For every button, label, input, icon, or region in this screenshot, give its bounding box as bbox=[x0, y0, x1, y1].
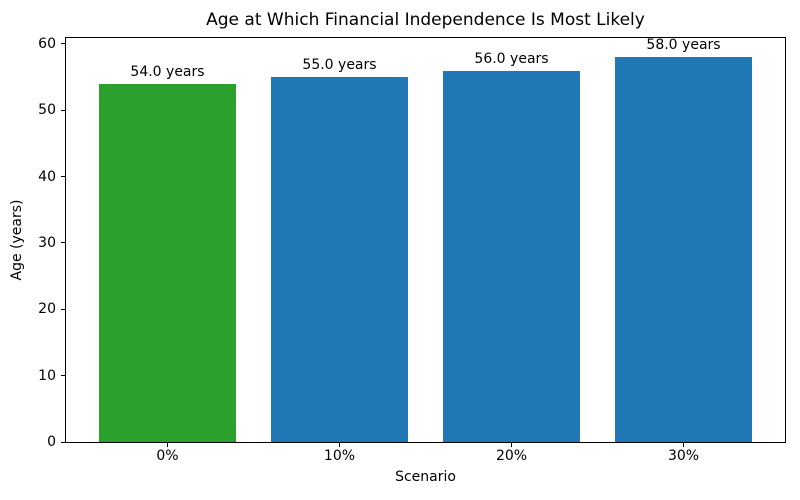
x-axis-tick bbox=[166, 443, 168, 447]
x-axis-tick bbox=[338, 443, 340, 447]
y-tick-label: 60 bbox=[38, 35, 56, 52]
x-axis-label: Scenario bbox=[395, 469, 456, 485]
y-tick-label: 20 bbox=[38, 301, 56, 318]
x-tick-label: 30% bbox=[667, 448, 700, 464]
y-axis-tick bbox=[61, 441, 65, 443]
x-tick-label: 0% bbox=[156, 448, 179, 464]
bar bbox=[98, 83, 237, 442]
x-axis-tick bbox=[683, 443, 684, 447]
y-tick-label: 50 bbox=[38, 102, 56, 119]
y-axis-tick bbox=[61, 375, 65, 377]
y-axis-tick bbox=[61, 109, 65, 111]
y-tick-label: 10 bbox=[38, 367, 56, 384]
y-axis-tick bbox=[61, 43, 65, 45]
bar bbox=[614, 57, 753, 442]
bar-value-label: 56.0 years bbox=[474, 50, 549, 67]
bar bbox=[442, 70, 581, 442]
x-tick-label: 10% bbox=[323, 448, 356, 464]
y-tick-label: 40 bbox=[38, 168, 56, 185]
bar-value-label: 54.0 years bbox=[130, 63, 205, 80]
x-tick-label: 20% bbox=[495, 448, 528, 464]
y-axis-tick bbox=[61, 308, 65, 310]
bar-value-label: 55.0 years bbox=[302, 57, 377, 74]
chart-title: Age at Which Financial Independence Is M… bbox=[206, 10, 645, 30]
bar-value-label: 58.0 years bbox=[646, 37, 721, 54]
y-axis-tick bbox=[61, 176, 65, 178]
y-tick-label: 30 bbox=[38, 234, 56, 251]
y-axis-tick bbox=[61, 242, 65, 244]
y-tick-label: 0 bbox=[47, 434, 56, 450]
plot-area: 0 10 20 30 40 50 60 54.0 years 0% 55.0 years 10% 56… bbox=[38, 37, 786, 463]
bar bbox=[270, 77, 409, 442]
x-axis-tick bbox=[511, 443, 512, 447]
